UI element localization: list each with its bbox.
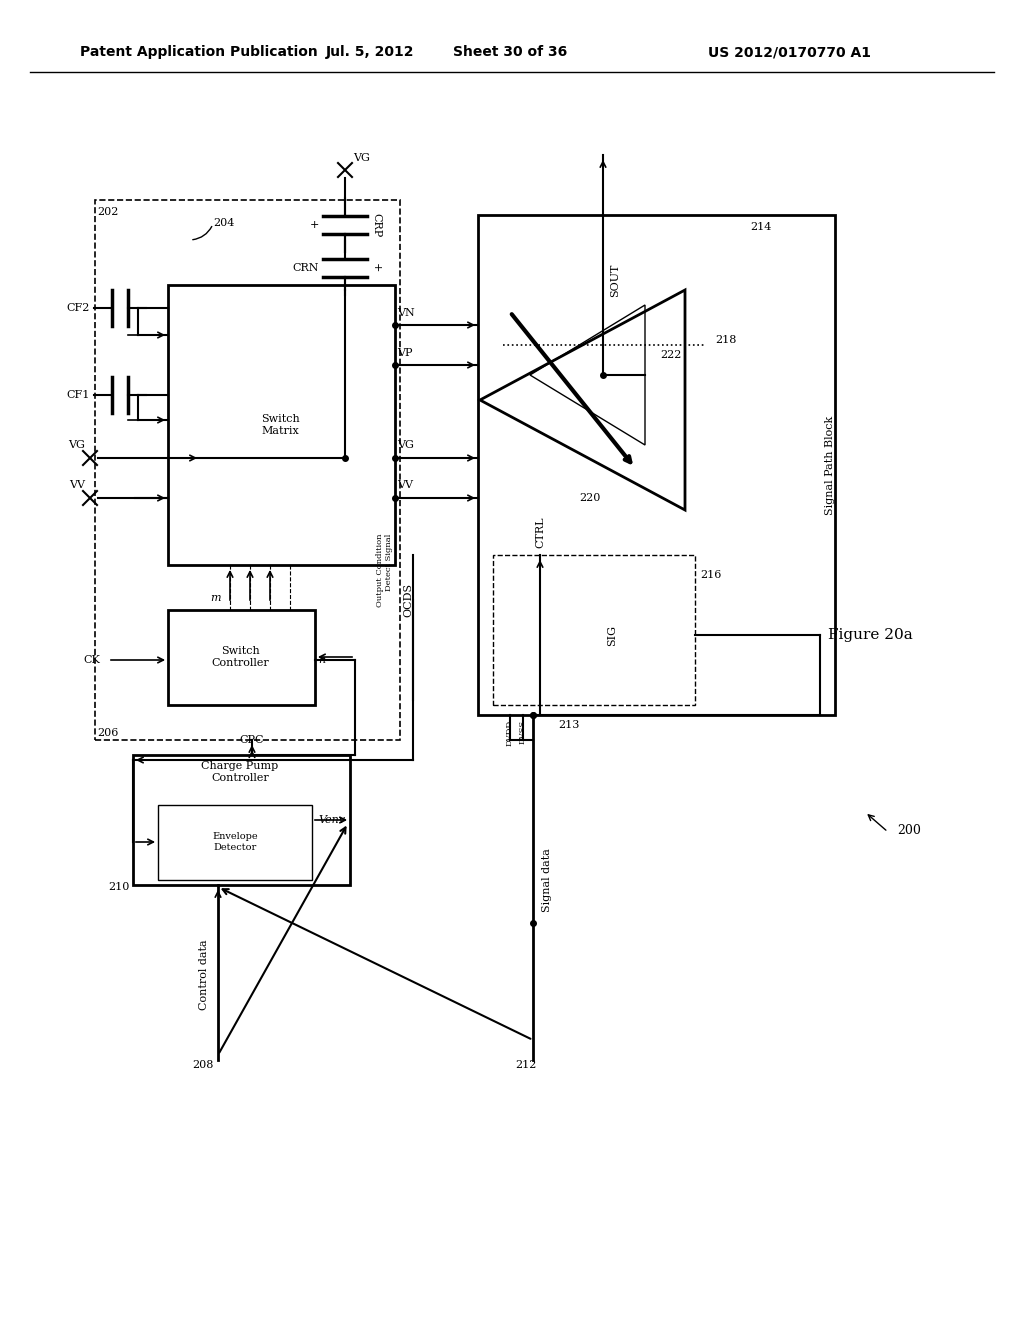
Text: Signal data: Signal data	[542, 847, 552, 912]
Text: Charge Pump
Controller: Charge Pump Controller	[202, 762, 279, 783]
Text: VV: VV	[397, 480, 413, 490]
Bar	[158, 805, 312, 880]
Bar	[133, 755, 350, 884]
Text: Figure 20a: Figure 20a	[827, 628, 912, 642]
Text: Switch
Matrix: Switch Matrix	[261, 414, 299, 436]
Text: Patent Application Publication: Patent Application Publication	[80, 45, 317, 59]
Text: Jul. 5, 2012: Jul. 5, 2012	[326, 45, 415, 59]
Text: CF1: CF1	[67, 389, 90, 400]
Bar	[168, 285, 395, 565]
Text: 213: 213	[558, 719, 580, 730]
Text: CPC: CPC	[240, 735, 264, 744]
Text: 222: 222	[660, 350, 681, 360]
Bar	[478, 215, 835, 715]
Text: VG: VG	[353, 153, 370, 162]
Text: DVDD: DVDD	[506, 719, 514, 746]
Text: Output Condition
Detect Signal: Output Condition Detect Signal	[376, 533, 393, 607]
Text: VG: VG	[69, 440, 85, 450]
Text: 220: 220	[580, 492, 601, 503]
Text: 202: 202	[97, 207, 119, 216]
Text: Sheet 30 of 36: Sheet 30 of 36	[453, 45, 567, 59]
Text: Switch
Controller: Switch Controller	[211, 647, 269, 668]
Text: n: n	[318, 655, 326, 665]
Text: VP: VP	[397, 348, 413, 358]
Text: 214: 214	[750, 222, 771, 232]
Text: CRN: CRN	[293, 263, 319, 273]
Text: CRP: CRP	[371, 213, 381, 238]
Text: 200: 200	[897, 824, 921, 837]
Text: 218: 218	[715, 335, 736, 345]
Text: 206: 206	[97, 729, 119, 738]
Text: Control data: Control data	[199, 940, 209, 1010]
Text: CF2: CF2	[67, 304, 90, 313]
Bar	[95, 201, 400, 741]
Text: +: +	[309, 220, 319, 230]
Text: m: m	[210, 593, 220, 603]
Text: +: +	[371, 263, 381, 273]
Text: 204: 204	[213, 218, 234, 228]
Bar	[493, 554, 695, 705]
Text: SOUT: SOUT	[610, 263, 620, 297]
Text: US 2012/0170770 A1: US 2012/0170770 A1	[709, 45, 871, 59]
Text: 210: 210	[108, 882, 129, 892]
Text: CTRL: CTRL	[535, 516, 545, 548]
Text: Envelope
Detector: Envelope Detector	[212, 833, 258, 851]
Text: Signal Path Block: Signal Path Block	[825, 416, 835, 515]
Text: 216: 216	[700, 570, 721, 579]
Text: OCDS: OCDS	[403, 583, 413, 616]
Text: VG: VG	[397, 440, 414, 450]
Text: DVSS: DVSS	[519, 719, 527, 744]
Text: 208: 208	[193, 1060, 213, 1071]
Text: VN: VN	[397, 308, 415, 318]
Text: SIG: SIG	[607, 624, 617, 645]
Text: CK: CK	[83, 655, 100, 665]
Text: VV: VV	[69, 480, 85, 490]
Text: 212: 212	[515, 1060, 537, 1071]
Text: Venv: Venv	[318, 814, 345, 825]
Bar	[168, 610, 315, 705]
